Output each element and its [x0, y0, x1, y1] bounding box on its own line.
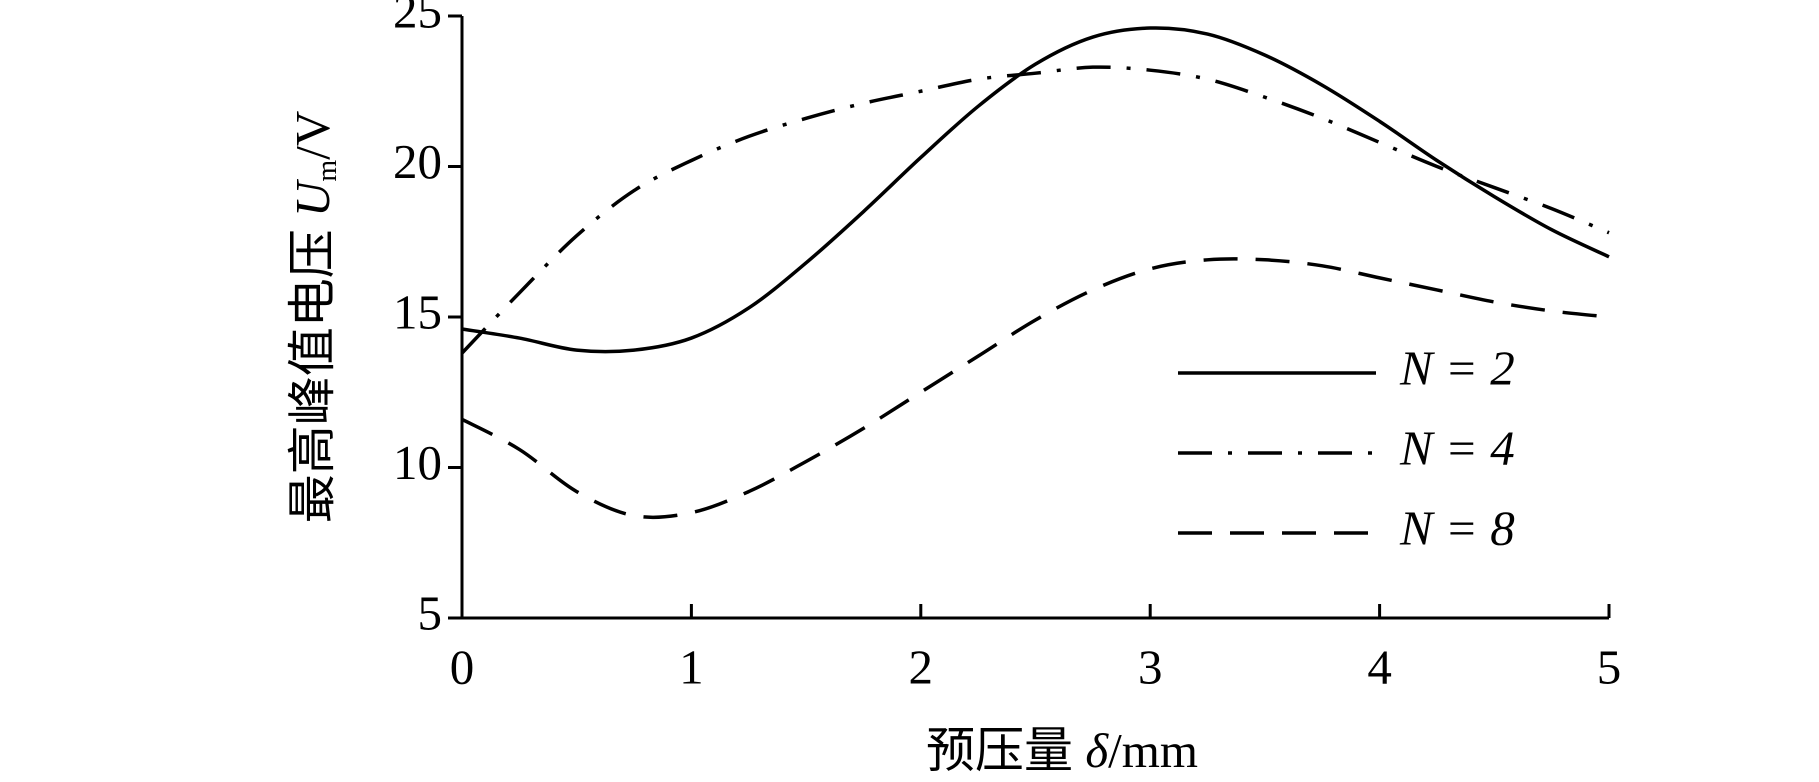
y-axis-label: 最高峰值电压 Um/V — [285, 111, 343, 523]
x-axis-label: 预压量 δ/mm — [926, 723, 1198, 778]
x-label-text: 预压量 — [926, 723, 1073, 778]
y-tick-label: 25 — [393, 0, 442, 38]
y-tick-label: 20 — [393, 134, 442, 189]
series-line — [461, 26, 1610, 354]
legend-label: N = 2 — [1399, 340, 1515, 395]
y-label-unit: /V — [285, 111, 340, 160]
x-tick-label: 5 — [1597, 639, 1622, 694]
x-tick-label: 4 — [1367, 639, 1392, 694]
x-label-unit: /mm — [1108, 723, 1198, 778]
y-tick-label: 5 — [418, 585, 443, 640]
y-label-subscript: m — [312, 160, 343, 182]
series-line — [460, 65, 1610, 355]
x-tick-label: 2 — [909, 639, 934, 694]
y-label-symbol: U — [285, 178, 340, 217]
legend-label: N = 4 — [1399, 420, 1515, 475]
series-line — [461, 257, 1610, 520]
x-tick-label: 0 — [450, 639, 475, 694]
x-tick-label: 3 — [1138, 639, 1163, 694]
y-tick-label: 15 — [393, 284, 442, 339]
y-label-text: 最高峰值电压 — [285, 229, 340, 523]
legend-label: N = 8 — [1399, 500, 1515, 555]
x-label-symbol: δ — [1085, 723, 1109, 778]
y-tick-label: 10 — [393, 435, 442, 490]
x-tick-label: 1 — [679, 639, 704, 694]
